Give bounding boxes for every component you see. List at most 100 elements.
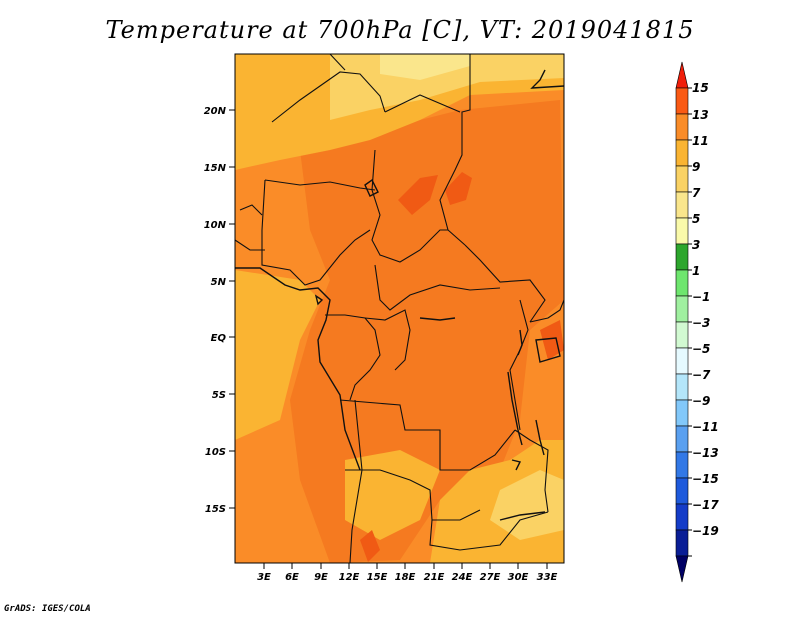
colorbar-label: 1 bbox=[692, 264, 700, 278]
country-borders bbox=[234, 53, 565, 564]
hotspot-north-east bbox=[445, 172, 472, 205]
border-car bbox=[374, 264, 501, 311]
lake-victoria bbox=[535, 337, 561, 363]
field-cool-south bbox=[345, 450, 440, 540]
colorbar-label: −17 bbox=[692, 498, 719, 512]
colorbar-label: 7 bbox=[692, 186, 701, 200]
hotspot-south bbox=[360, 530, 380, 562]
field-cool-north bbox=[235, 54, 564, 170]
colorbar-ticks bbox=[688, 87, 692, 557]
colorbar-box bbox=[675, 87, 689, 115]
border-libya-sudan bbox=[420, 53, 471, 246]
colorbar-label: −1 bbox=[692, 290, 710, 304]
border-north-2 bbox=[329, 53, 346, 71]
lake-chad bbox=[364, 178, 379, 197]
colorbar-labels: 15 13 11 9 7 5 3 1 −1 −3 −5 −7 −9 −11 −1… bbox=[692, 81, 719, 538]
colorbar-box bbox=[675, 217, 689, 245]
border-east-2 bbox=[529, 299, 565, 323]
colorbar-label: 11 bbox=[692, 134, 709, 148]
lon-label-15e: 15E bbox=[367, 572, 388, 583]
lon-label-21e: 21E bbox=[424, 572, 445, 583]
field-warm-region bbox=[290, 100, 564, 563]
lake-small-north bbox=[314, 294, 324, 306]
lon-label-24e: 24E bbox=[452, 572, 473, 583]
border-angola-namibia bbox=[345, 469, 481, 521]
lat-label-10n: 10N bbox=[204, 220, 227, 231]
field-cool-west bbox=[235, 270, 320, 440]
colorbar-label: −9 bbox=[692, 394, 710, 408]
colorbar-box bbox=[675, 451, 689, 479]
river-zambezi bbox=[499, 511, 546, 521]
border-nigeria-cameroon bbox=[261, 179, 371, 286]
colorbar-box bbox=[675, 113, 689, 141]
grads-credit: GrADS: IGES/COLA bbox=[4, 604, 91, 614]
border-niger-nigeria bbox=[264, 179, 376, 191]
colorbar-box bbox=[675, 295, 689, 323]
colorbar-box bbox=[675, 373, 689, 401]
lake-tanganyika bbox=[507, 371, 523, 446]
colorbar-label: −13 bbox=[692, 446, 719, 460]
lake-malawi bbox=[535, 419, 545, 456]
lake-albert bbox=[517, 329, 523, 356]
border-chad-west bbox=[384, 94, 461, 113]
colorbar-box bbox=[675, 165, 689, 193]
lat-label-5s: 5S bbox=[212, 390, 226, 401]
lat-label-10s: 10S bbox=[205, 447, 226, 458]
lon-label-9e: 9E bbox=[314, 572, 328, 583]
lat-label-20n: 20N bbox=[204, 106, 227, 117]
border-mozambique bbox=[514, 429, 549, 513]
colorbar-label: −3 bbox=[692, 316, 710, 330]
lon-label-12e: 12E bbox=[339, 572, 360, 583]
lon-label-33e: 33E bbox=[537, 572, 558, 583]
lon-label-18e: 18E bbox=[395, 572, 416, 583]
border-chad-sudan bbox=[371, 149, 448, 263]
coast-gulf-guinea bbox=[235, 267, 361, 471]
colorbar-box bbox=[675, 191, 689, 219]
border-angola-east bbox=[349, 399, 363, 564]
coast-red-sea bbox=[530, 69, 565, 89]
colorbar-box bbox=[675, 425, 689, 453]
colorbar-box bbox=[675, 555, 689, 583]
lat-label-15s: 15S bbox=[205, 504, 226, 515]
colorbar-box bbox=[675, 321, 689, 349]
colorbar-label: −7 bbox=[692, 368, 711, 382]
border-congo-drc bbox=[364, 309, 411, 371]
colorbar-label: −15 bbox=[692, 472, 719, 486]
colorbar-box bbox=[675, 529, 689, 557]
lat-label-eq: EQ bbox=[211, 333, 227, 344]
border-drc-south bbox=[339, 399, 516, 471]
border-east-1 bbox=[509, 299, 529, 431]
border-north-1 bbox=[271, 71, 386, 123]
border-sudan-south bbox=[464, 244, 546, 323]
colorbar-label: −5 bbox=[692, 342, 710, 356]
colorbar-box bbox=[675, 347, 689, 375]
colorbar-label: 5 bbox=[692, 212, 700, 226]
border-west-coast bbox=[234, 239, 265, 251]
colorbar-label: 15 bbox=[692, 81, 709, 95]
colorbar-box bbox=[675, 269, 689, 297]
coastlines bbox=[235, 69, 565, 521]
colorbar-label: −11 bbox=[692, 420, 719, 434]
border-west-coast-2 bbox=[239, 204, 263, 216]
colorbar-label: 9 bbox=[692, 160, 700, 174]
lat-label-5n: 5N bbox=[211, 277, 227, 288]
colorbar-label: −19 bbox=[692, 524, 719, 538]
river-congo bbox=[419, 317, 456, 321]
colorbar: 15 13 11 9 7 5 3 1 −1 −3 −5 −7 −9 −11 −1… bbox=[675, 61, 719, 583]
lat-label-15n: 15N bbox=[204, 163, 227, 174]
lake-small-east bbox=[511, 459, 522, 471]
longitude-axis: 3E 6E 9E 12E 15E 18E 21E 24E 27E 30E 33E bbox=[257, 563, 558, 583]
colorbar-boxes bbox=[675, 61, 689, 583]
colorbar-label: 13 bbox=[692, 108, 709, 122]
hotspot-north-central bbox=[398, 175, 438, 215]
field-paler-north bbox=[380, 54, 470, 80]
colorbar-box bbox=[675, 139, 689, 167]
colorbar-box bbox=[675, 243, 689, 271]
latitude-axis: 20N 15N 10N 5N EQ 5S 10S 15S bbox=[204, 106, 235, 515]
temperature-field bbox=[235, 54, 564, 563]
border-gabon-congo bbox=[325, 314, 381, 401]
lon-label-27e: 27E bbox=[480, 572, 501, 583]
colorbar-box bbox=[675, 503, 689, 531]
map-frame bbox=[234, 53, 565, 564]
